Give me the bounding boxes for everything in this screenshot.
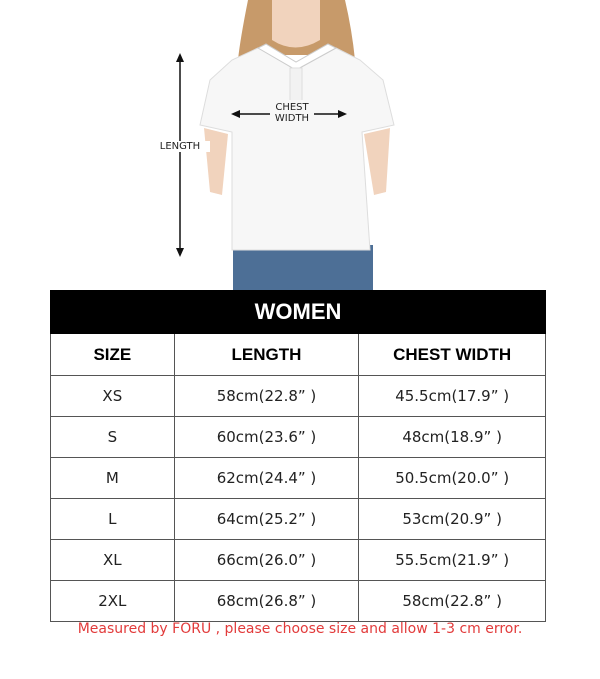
table-row: XL 66cm(26.0” ) 55.5cm(21.9” ) xyxy=(50,539,546,581)
header-chest-width: CHEST WIDTH xyxy=(358,333,546,376)
size-cell: 2XL xyxy=(50,580,175,622)
size-cell: XS xyxy=(50,375,175,417)
measurement-note: Measured by FORU , please choose size an… xyxy=(77,621,523,637)
length-label: LENGTH xyxy=(150,141,210,152)
size-cell: S xyxy=(50,416,175,458)
header-length: LENGTH xyxy=(173,333,360,376)
table-row: S 60cm(23.6” ) 48cm(18.9” ) xyxy=(50,416,546,458)
length-cell: 62cm(24.4” ) xyxy=(173,457,360,499)
size-chart-table: WOMEN SIZE LENGTH CHEST WIDTH XS 58cm(22.… xyxy=(50,290,546,622)
chest-cell: 45.5cm(17.9” ) xyxy=(358,375,546,417)
chest-cell: 58cm(22.8” ) xyxy=(358,580,546,622)
table-row: M 62cm(24.4” ) 50.5cm(20.0” ) xyxy=(50,457,546,499)
chest-cell: 50.5cm(20.0” ) xyxy=(358,457,546,499)
chest-label-line1: CHEST xyxy=(275,102,309,113)
length-cell: 60cm(23.6” ) xyxy=(173,416,360,458)
table-row: L 64cm(25.2” ) 53cm(20.9” ) xyxy=(50,498,546,540)
length-cell: 58cm(22.8” ) xyxy=(173,375,360,417)
chest-cell: 55.5cm(21.9” ) xyxy=(358,539,546,581)
table-row: 2XL 68cm(26.8” ) 58cm(22.8” ) xyxy=(50,580,546,622)
chest-cell: 53cm(20.9” ) xyxy=(358,498,546,540)
size-cell: M xyxy=(50,457,175,499)
size-cell: L xyxy=(50,498,175,540)
table-row: XS 58cm(22.8” ) 45.5cm(17.9” ) xyxy=(50,375,546,417)
header-size: SIZE xyxy=(50,333,175,376)
model-shirt-illustration xyxy=(176,0,395,290)
length-cell: 64cm(25.2” ) xyxy=(173,498,360,540)
header-row: SIZE LENGTH CHEST WIDTH xyxy=(50,333,546,376)
chest-cell: 48cm(18.9” ) xyxy=(358,416,546,458)
length-cell: 68cm(26.8” ) xyxy=(173,580,360,622)
chest-label-line2: WIDTH xyxy=(274,113,310,124)
table-title: WOMEN xyxy=(50,290,546,334)
chest-width-label: CHEST WIDTH xyxy=(262,102,322,124)
size-cell: XL xyxy=(50,539,175,581)
length-cell: 66cm(26.0” ) xyxy=(173,539,360,581)
